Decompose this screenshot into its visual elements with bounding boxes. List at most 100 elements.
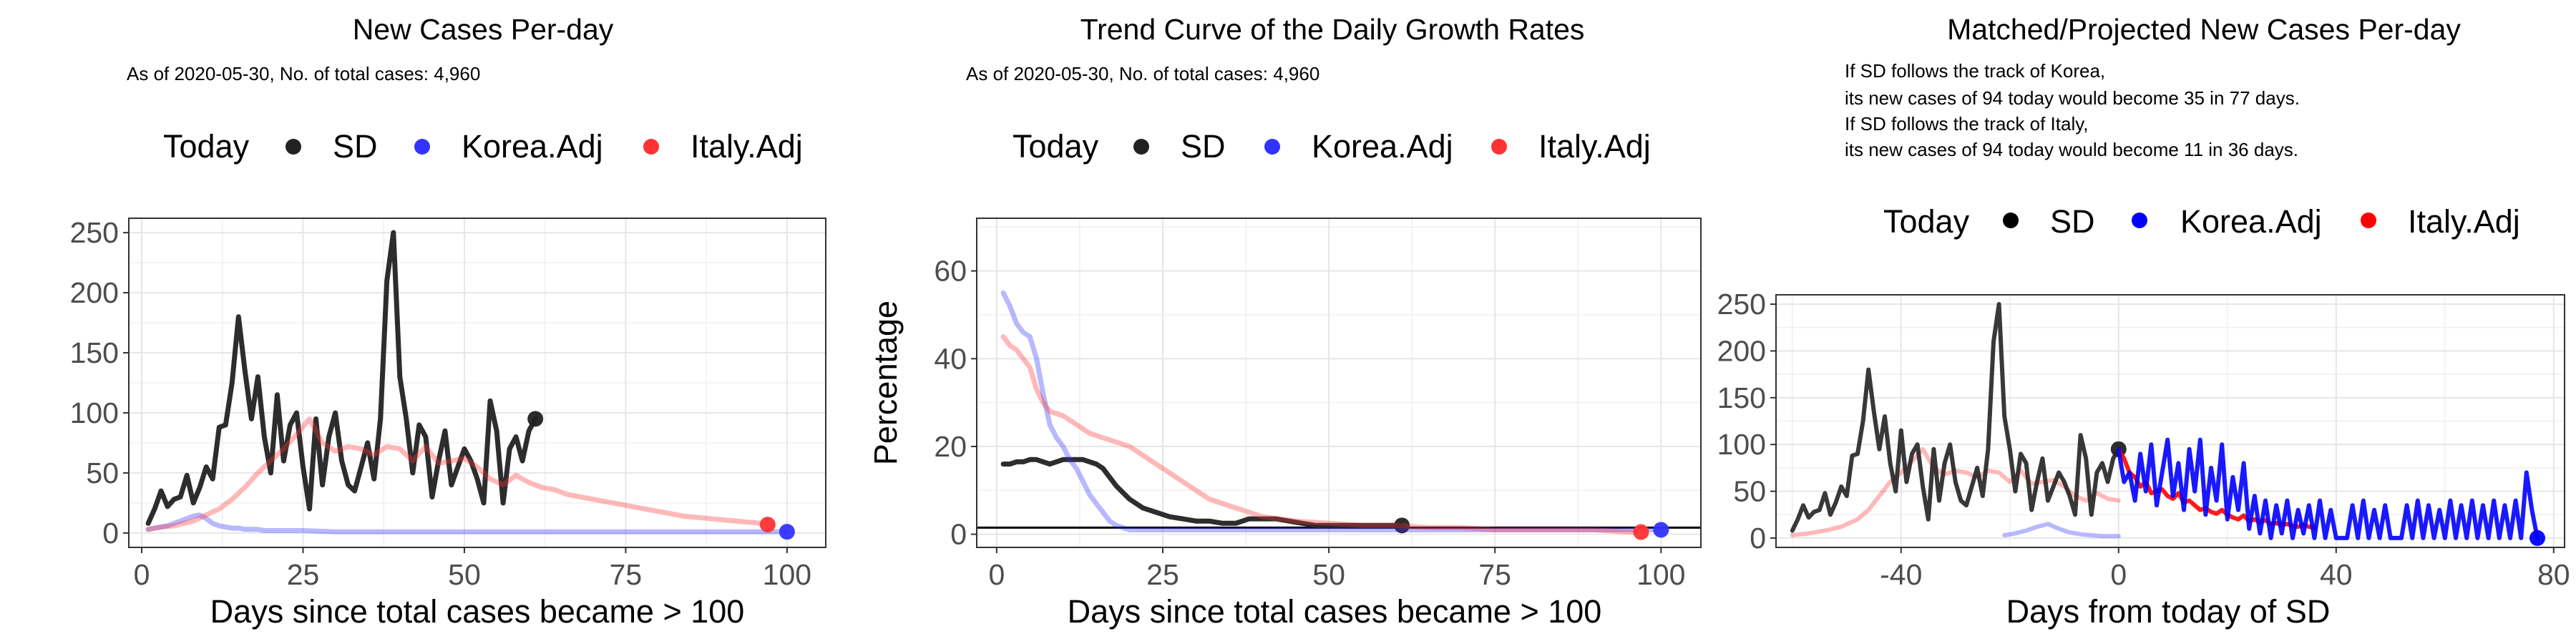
- panel3-y-tick-label: 150: [1717, 381, 1766, 414]
- panel1-y-ticks: 0 50 100 150 200 250: [70, 216, 129, 550]
- panel2-x-tick-label: 25: [1146, 558, 1179, 591]
- panel3-series-korea-adj-projected-today-point: [2529, 530, 2545, 546]
- panel1-y-tick-label: 50: [86, 457, 119, 489]
- panel3-y-tick-label: 200: [1717, 334, 1766, 367]
- legend2-italy-marker: [1491, 139, 1507, 155]
- legend3-italy-label: Italy.Adj: [2408, 203, 2520, 240]
- panel1-x-tick-label: 50: [448, 558, 481, 591]
- legend2-korea-marker: [1264, 139, 1280, 155]
- panel1-x-tick-label: 0: [134, 558, 150, 591]
- panel3-y-tick-label: 250: [1717, 288, 1766, 321]
- legend1-sd-marker: [286, 139, 301, 155]
- panel2-x-tick-label: 75: [1478, 558, 1511, 591]
- panel1-subtitle: As of 2020-05-30, No. of total cases: 4,…: [127, 63, 480, 84]
- panel2-series-italy-adj-today-point: [1633, 524, 1649, 540]
- panel2-y-axis-label: Percentage: [867, 301, 904, 465]
- panel1-series-italy-adj-line: [145, 416, 771, 532]
- panel1-y-tick-label: 0: [102, 517, 119, 550]
- panel3-x-tick-label: -40: [1880, 558, 1922, 591]
- panel1-series-sd-line: [145, 230, 538, 526]
- panel3-y-tick-label: 100: [1717, 428, 1766, 461]
- legend3-korea-marker: [2132, 213, 2147, 228]
- panel2-x-tick-label: 100: [1636, 558, 1685, 591]
- panel2-background: [977, 218, 1701, 547]
- panel2-x-ticks: 0 25 50 75 100: [988, 547, 1686, 591]
- panel3-y-tick-label: 50: [1733, 475, 1766, 508]
- panel1-x-ticks: 0 25 50 75 100: [134, 547, 811, 591]
- panel2-x-tick-label: 50: [1312, 558, 1345, 591]
- legend2-title: Today: [1013, 128, 1099, 165]
- panel2-x-tick-label: 0: [988, 558, 1005, 591]
- panel3-x-axis-label: Days from today of SD: [2006, 593, 2331, 630]
- legend2-italy-label: Italy.Adj: [1538, 128, 1651, 165]
- panel-new-cases: New Cases Per-day As of 2020-05-30, No. …: [70, 13, 826, 630]
- panel2-series-sd-line: [1000, 457, 1405, 528]
- panel3-notes: If SD follows the track of Korea, its ne…: [1845, 60, 2300, 160]
- panel3-series-sd-line: [1790, 302, 2121, 533]
- panel1-y-tick-label: 100: [70, 396, 119, 429]
- legend2-sd-label: SD: [1181, 128, 1226, 165]
- panel2-legend: Today SD Korea.Adj Italy.Adj: [1013, 128, 1651, 165]
- panel1-x-tick-label: 100: [763, 558, 811, 591]
- panel1-series-italy-adj-today-point: [759, 517, 776, 533]
- panel3-note-line: its new cases of 94 today would become 1…: [1845, 139, 2298, 160]
- panel2-title: Trend Curve of the Daily Growth Rates: [1080, 13, 1585, 46]
- panel3-note-line: If SD follows the track of Korea,: [1845, 60, 2105, 82]
- panel3-series-korea-adj-history-line: [2002, 522, 2121, 539]
- panel2-y-tick-label: 60: [934, 255, 967, 288]
- legend3-title: Today: [1883, 203, 1970, 240]
- panel2-y-tick-label: 20: [934, 430, 967, 463]
- legend2-sd-marker: [1133, 139, 1149, 155]
- panel3-series-korea-adj-projected-line: [2116, 437, 2540, 540]
- panel3-x-tick-label: 80: [2537, 558, 2570, 591]
- panel2-x-axis-label: Days since total cases became > 100: [1068, 593, 1602, 630]
- panel1-border: [128, 218, 826, 548]
- panel3-y-tick-label: 0: [1750, 522, 1766, 555]
- panel-projected-cases: Matched/Projected New Cases Per-day If S…: [1717, 13, 2570, 630]
- panel1-series: [145, 230, 795, 540]
- panel2-series-korea-adj-line: [1000, 290, 1664, 532]
- panel3-x-ticks: -40 0 40 80: [1880, 547, 2570, 591]
- panel1-series-korea-adj-today-point: [779, 524, 795, 540]
- panel2-series-sd-today-point: [1394, 517, 1410, 534]
- panel2-grid: [977, 218, 1701, 547]
- legend1-sd-label: SD: [333, 128, 378, 165]
- panel1-legend: Today SD Korea.Adj Italy.Adj: [163, 128, 803, 165]
- panel1-x-axis-label: Days since total cases became > 100: [210, 593, 745, 630]
- panel2-plot-area: 0 25 50 75 100 0 20 40 60: [934, 218, 1702, 591]
- panel1-y-tick-label: 250: [70, 216, 119, 249]
- panel2-series-korea-adj-today-point: [1653, 522, 1669, 538]
- legend3-sd-marker: [2003, 213, 2019, 228]
- panel1-y-tick-label: 150: [70, 336, 119, 369]
- panel3-note-line: If SD follows the track of Italy,: [1845, 113, 2089, 135]
- panel3-x-tick-label: 40: [2320, 558, 2353, 591]
- panel2-y-ticks: 0 20 40 60: [934, 255, 977, 551]
- panel2-border: [976, 218, 1702, 548]
- panel3-plot-area: -40 0 40 80 0 50 100 150 200 250: [1717, 288, 2570, 591]
- panel1-series-korea-adj-line: [145, 512, 790, 535]
- panel3-note-line: its new cases of 94 today would become 3…: [1845, 87, 2300, 109]
- panel2-y-tick-label: 0: [950, 518, 967, 551]
- legend1-title: Today: [163, 128, 250, 165]
- panel3-legend: Today SD Korea.Adj Italy.Adj: [1883, 203, 2520, 240]
- panel3-x-tick-label: 0: [2110, 558, 2127, 591]
- panel3-border: [1775, 294, 2565, 548]
- legend1-korea-label: Korea.Adj: [462, 128, 603, 165]
- panel2-subtitle: As of 2020-05-30, No. of total cases: 4,…: [966, 63, 1319, 84]
- panel1-series-sd-today-point: [527, 411, 544, 427]
- panel3-y-ticks: 0 50 100 150 200 250: [1717, 288, 1776, 555]
- panel1-grid: [129, 218, 826, 547]
- legend1-korea-marker: [414, 139, 430, 155]
- panel2-series-italy-adj-line: [1000, 334, 1644, 535]
- legend2-korea-label: Korea.Adj: [1312, 128, 1453, 165]
- panel3-grid: [1776, 295, 2565, 547]
- panel1-title: New Cases Per-day: [353, 13, 614, 46]
- panel1-y-tick-label: 200: [70, 276, 119, 309]
- panel1-x-tick-label: 25: [287, 558, 320, 591]
- panel3-title: Matched/Projected New Cases Per-day: [1947, 13, 2461, 46]
- legend3-korea-label: Korea.Adj: [2180, 203, 2322, 240]
- panel2-y-tick-label: 40: [934, 342, 967, 375]
- legend1-italy-marker: [643, 139, 659, 155]
- panel2-series: [1000, 290, 1669, 540]
